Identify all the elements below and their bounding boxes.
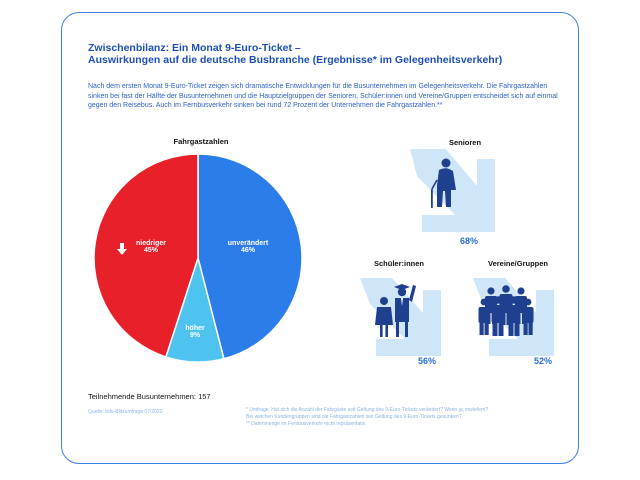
vereine-panel — [473, 278, 554, 356]
vereine-label: Vereine/Gruppen — [487, 259, 549, 268]
unveraendert-value: 46% — [240, 247, 255, 254]
pie-chart — [93, 153, 303, 363]
source-note: Quelle: bdo-Blitzumfrage 07/2022 — [88, 409, 163, 415]
page-title: Zwischenbilanz: Ein Monat 9-Euro-Ticket … — [88, 42, 558, 66]
schueler-value: 56% — [418, 356, 437, 366]
slice-label-hoeher: höher 9% — [180, 325, 210, 339]
footnote-1: * Umfrage: Hat sich die Anzahl der Fahrg… — [246, 407, 489, 413]
senioren-value: 68% — [460, 236, 479, 246]
slice-label-niedriger: niedriger 45% — [128, 240, 174, 254]
pie-chart-title: Fahrgastzahlen — [173, 137, 229, 146]
intro-text: Nach dem ersten Monat 9-Euro-Ticket zeig… — [88, 83, 558, 110]
footnotes: * Umfrage: Hat sich die Anzahl der Fahrg… — [246, 407, 566, 428]
pie-slice-niedriger — [93, 153, 199, 358]
senior-icon — [431, 158, 456, 208]
participants-count: Teilnehmende Busunternehmen: 157 — [88, 392, 211, 401]
niedriger-value: 45% — [143, 247, 158, 254]
footnote-3: ** Datenmenge im Fernbusverkehr nicht re… — [246, 421, 367, 427]
down-arrow-icon — [116, 242, 128, 261]
unveraendert-label: unverändert — [227, 240, 269, 247]
senioren-arrow — [410, 149, 495, 232]
students-icon — [375, 284, 416, 337]
slice-label-unveraendert: unverändert 46% — [220, 240, 276, 254]
hoeher-label: höher — [185, 325, 205, 332]
title-line-2: Auswirkungen auf die deutsche Busbranche… — [88, 54, 503, 66]
pie-slice-unverndert — [197, 153, 303, 360]
group-icon — [478, 285, 534, 336]
schueler-panel — [360, 278, 441, 356]
niedriger-label: niedriger — [136, 240, 166, 247]
title-line-1: Zwischenbilanz: Ein Monat 9-Euro-Ticket … — [88, 42, 301, 54]
vereine-value: 52% — [534, 356, 553, 366]
schueler-label: Schüler:innen — [373, 259, 424, 268]
hoeher-value: 9% — [189, 332, 201, 339]
senioren-panel — [410, 149, 495, 232]
senioren-label: Senioren — [448, 138, 482, 147]
footnote-2: Bei welchen Kundengruppen sind die Fahrg… — [246, 414, 462, 420]
